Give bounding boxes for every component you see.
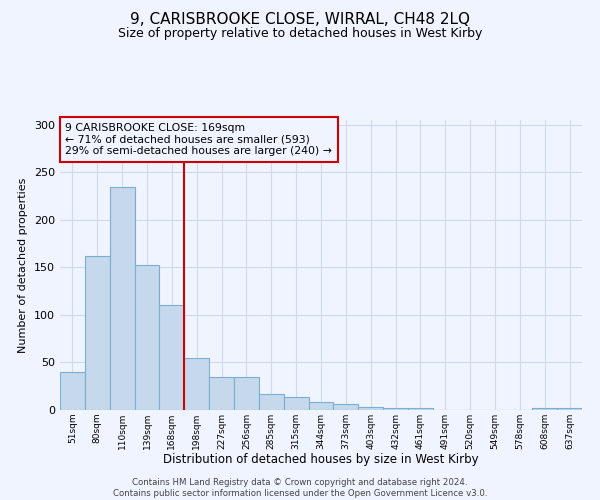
Bar xyxy=(358,407,383,410)
Bar xyxy=(532,408,557,410)
Bar xyxy=(110,186,134,410)
Bar xyxy=(284,396,308,410)
Y-axis label: Number of detached properties: Number of detached properties xyxy=(19,178,28,352)
Bar xyxy=(557,408,582,410)
Text: 9 CARISBROOKE CLOSE: 169sqm
← 71% of detached houses are smaller (593)
29% of se: 9 CARISBROOKE CLOSE: 169sqm ← 71% of det… xyxy=(65,123,332,156)
Bar xyxy=(160,306,184,410)
Bar xyxy=(408,408,433,410)
Bar xyxy=(259,394,284,410)
Bar xyxy=(334,404,358,410)
Bar xyxy=(85,256,110,410)
Bar xyxy=(308,402,334,410)
Text: Distribution of detached houses by size in West Kirby: Distribution of detached houses by size … xyxy=(163,452,479,466)
Bar xyxy=(60,372,85,410)
Bar xyxy=(184,358,209,410)
Bar xyxy=(234,376,259,410)
Bar xyxy=(209,376,234,410)
Text: 9, CARISBROOKE CLOSE, WIRRAL, CH48 2LQ: 9, CARISBROOKE CLOSE, WIRRAL, CH48 2LQ xyxy=(130,12,470,28)
Text: Size of property relative to detached houses in West Kirby: Size of property relative to detached ho… xyxy=(118,28,482,40)
Text: Contains HM Land Registry data © Crown copyright and database right 2024.
Contai: Contains HM Land Registry data © Crown c… xyxy=(113,478,487,498)
Bar xyxy=(134,264,160,410)
Bar xyxy=(383,408,408,410)
